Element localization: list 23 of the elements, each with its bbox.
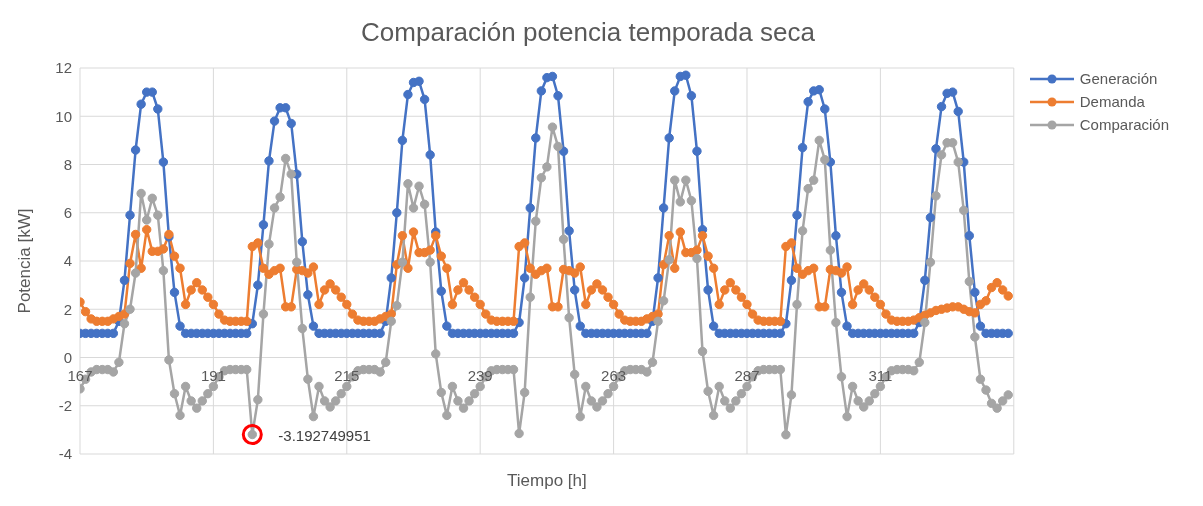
y-tick-label: 6 [63, 204, 72, 222]
x-tick-label: 191 [200, 366, 226, 384]
x-tick-label: 215 [334, 366, 360, 384]
y-tick-label: -2 [58, 397, 72, 415]
y-tick-label: 2 [63, 300, 72, 318]
legend-label: Comparación [1079, 116, 1169, 133]
x-tick-label: 287 [734, 366, 760, 384]
y-tick-label: 0 [63, 348, 72, 366]
y-tick-label: 10 [55, 107, 72, 125]
legend-label: Generación [1079, 70, 1158, 87]
x-axis-title: Tiempo [h] [507, 471, 587, 490]
x-tick-label: 311 [868, 366, 893, 384]
y-tick-label: 8 [63, 155, 72, 173]
y-tick-label: 12 [55, 59, 72, 77]
y-tick-label: 4 [63, 252, 72, 270]
annotation: -3.192749951 [278, 426, 371, 444]
y-axis-title: Potencia [kW] [15, 208, 35, 314]
legend-label: Demanda [1079, 93, 1145, 110]
y-tick-label: -4 [58, 445, 72, 463]
x-tick-label: 167 [67, 366, 93, 384]
x-tick-label: 263 [601, 366, 627, 384]
chart-title: Comparación potencia temporada seca [360, 15, 816, 49]
x-tick-label: 239 [467, 366, 493, 384]
